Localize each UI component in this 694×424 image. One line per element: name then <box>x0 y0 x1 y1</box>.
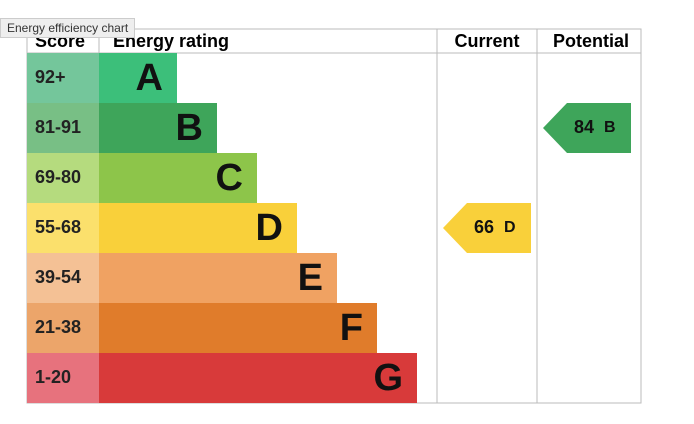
rating-bar <box>99 53 177 103</box>
header-rating: Energy rating <box>113 31 229 51</box>
rating-bar <box>99 103 217 153</box>
rating-bar <box>99 203 297 253</box>
rating-bar <box>99 253 337 303</box>
current-arrow <box>443 203 531 253</box>
score-label: 21-38 <box>35 317 81 337</box>
rating-letter: G <box>373 357 403 399</box>
score-label: 81-91 <box>35 117 81 137</box>
score-cell <box>27 253 99 303</box>
score-label: 92+ <box>35 67 66 87</box>
rating-letter: D <box>256 207 283 249</box>
score-cell <box>27 53 99 103</box>
score-label: 69-80 <box>35 167 81 187</box>
tooltip: Energy efficiency chart <box>0 18 136 38</box>
rating-letter: F <box>340 307 363 349</box>
score-label: 1-20 <box>35 367 71 387</box>
header-potential: Potential <box>553 31 629 51</box>
current-rating: D <box>504 219 516 236</box>
score-cell <box>27 303 99 353</box>
score-cell <box>27 353 99 403</box>
score-cell <box>27 203 99 253</box>
potential-arrow <box>543 103 631 153</box>
header-current: Current <box>454 31 519 51</box>
rating-bar <box>99 353 417 403</box>
score-cell <box>27 153 99 203</box>
rating-bar <box>99 153 257 203</box>
score-label: 55-68 <box>35 217 81 237</box>
potential-rating: B <box>604 119 616 136</box>
rating-letter: B <box>176 107 203 149</box>
rating-bar <box>99 303 377 353</box>
rating-letter: E <box>298 257 323 299</box>
rating-letter: A <box>136 57 163 99</box>
rating-letter: C <box>216 157 243 199</box>
potential-value: 84 <box>574 117 594 137</box>
current-value: 66 <box>474 217 494 237</box>
score-cell <box>27 103 99 153</box>
score-label: 39-54 <box>35 267 81 287</box>
